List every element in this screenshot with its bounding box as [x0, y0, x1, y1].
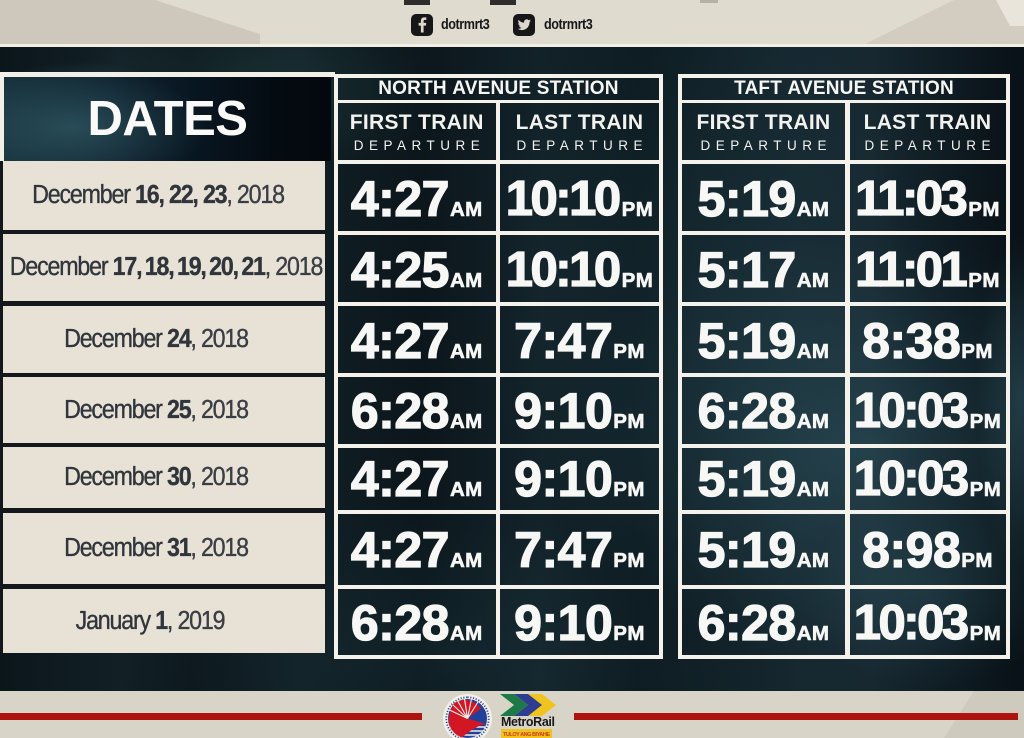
- svg-text:MetroRail: MetroRail: [501, 715, 555, 729]
- svg-text:TULOY ANG BIYAHE: TULOY ANG BIYAHE: [503, 732, 550, 738]
